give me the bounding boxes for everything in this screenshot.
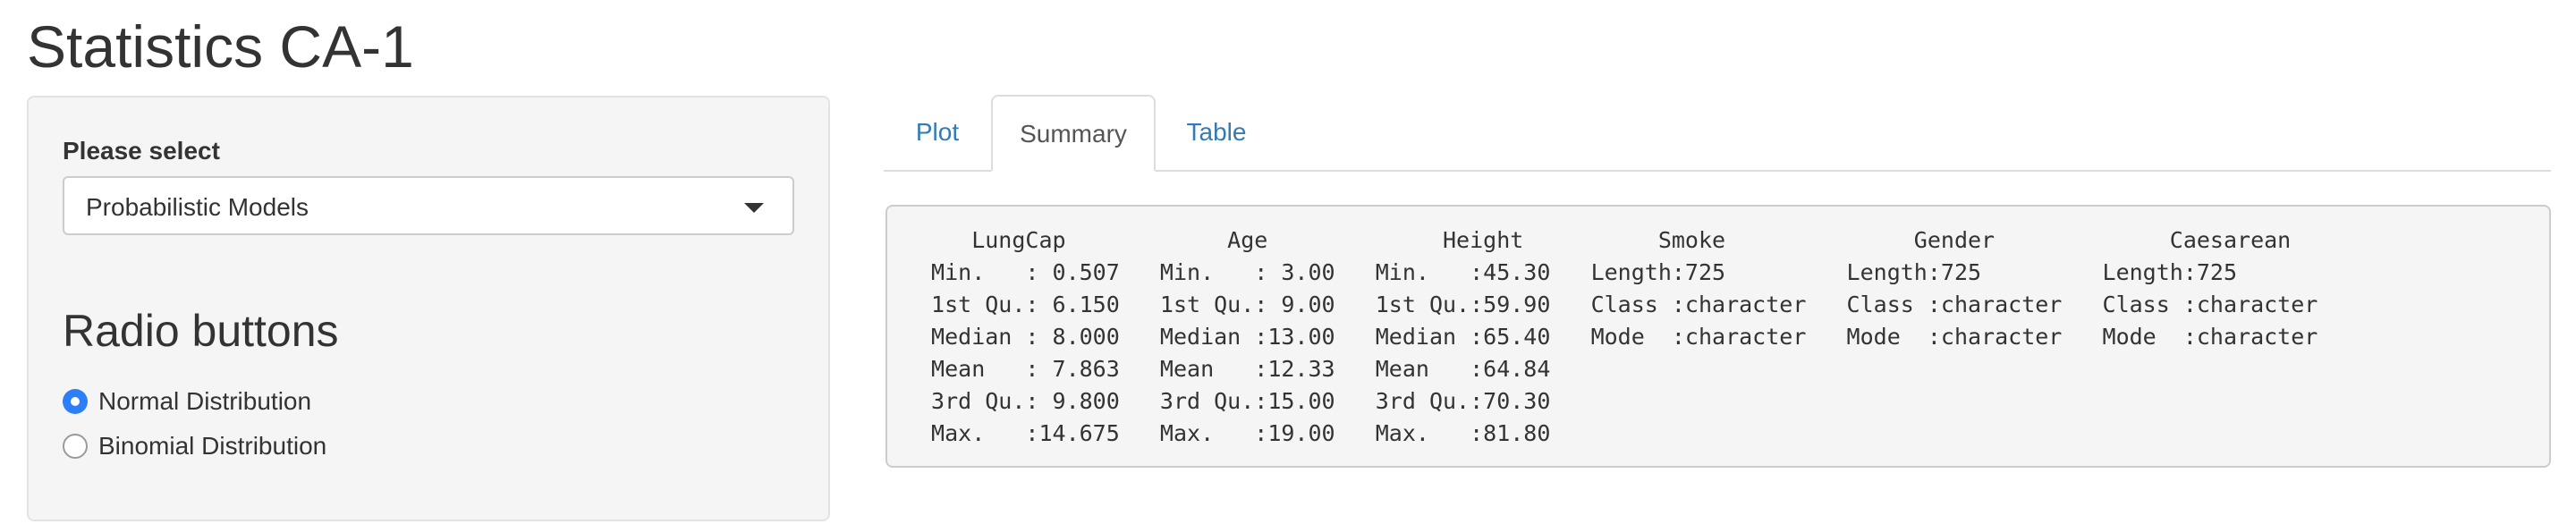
model-select-dropdown[interactable]: Probabilistic Models [63,176,794,235]
tab-bar: Plot Summary Table [884,95,2551,172]
summary-line: 3rd Qu.: 9.800 3rd Qu.:15.00 3rd Qu.:70.… [918,388,2345,414]
radio-heading: Radio buttons [63,306,339,356]
select-value: Probabilistic Models [86,193,309,221]
select-label: Please select [63,137,220,165]
tab-table[interactable]: Table [1186,118,1247,146]
summary-line: Median : 8.000 Median :13.00 Median :65.… [918,324,2345,350]
summary-line: Min. : 0.507 Min. : 3.00 Min. :45.30 Len… [918,259,2345,285]
tab-plot[interactable]: Plot [915,118,960,146]
caret-down-icon [744,203,764,213]
summary-line: Max. :14.675 Max. :19.00 Max. :81.80 [918,420,2345,446]
summary-line: 1st Qu.: 6.150 1st Qu.: 9.00 1st Qu.:59.… [918,292,2345,317]
radio-label: Binomial Distribution [98,432,327,460]
summary-line: LungCap Age Height Smoke Gender Caesarea… [918,227,2399,253]
summary-output: LungCap Age Height Smoke Gender Caesarea… [886,205,2551,468]
sidebar-panel: Please select Probabilistic Models Radio… [27,96,830,521]
page-title: Statistics CA-1 [27,13,414,80]
radio-label: Normal Distribution [98,387,312,415]
radio-checked-icon[interactable] [63,389,88,414]
summary-line: Mean : 7.863 Mean :12.33 Mean :64.84 [918,356,2345,382]
tab-summary[interactable]: Summary [991,95,1156,172]
radio-unchecked-icon[interactable] [63,434,88,459]
